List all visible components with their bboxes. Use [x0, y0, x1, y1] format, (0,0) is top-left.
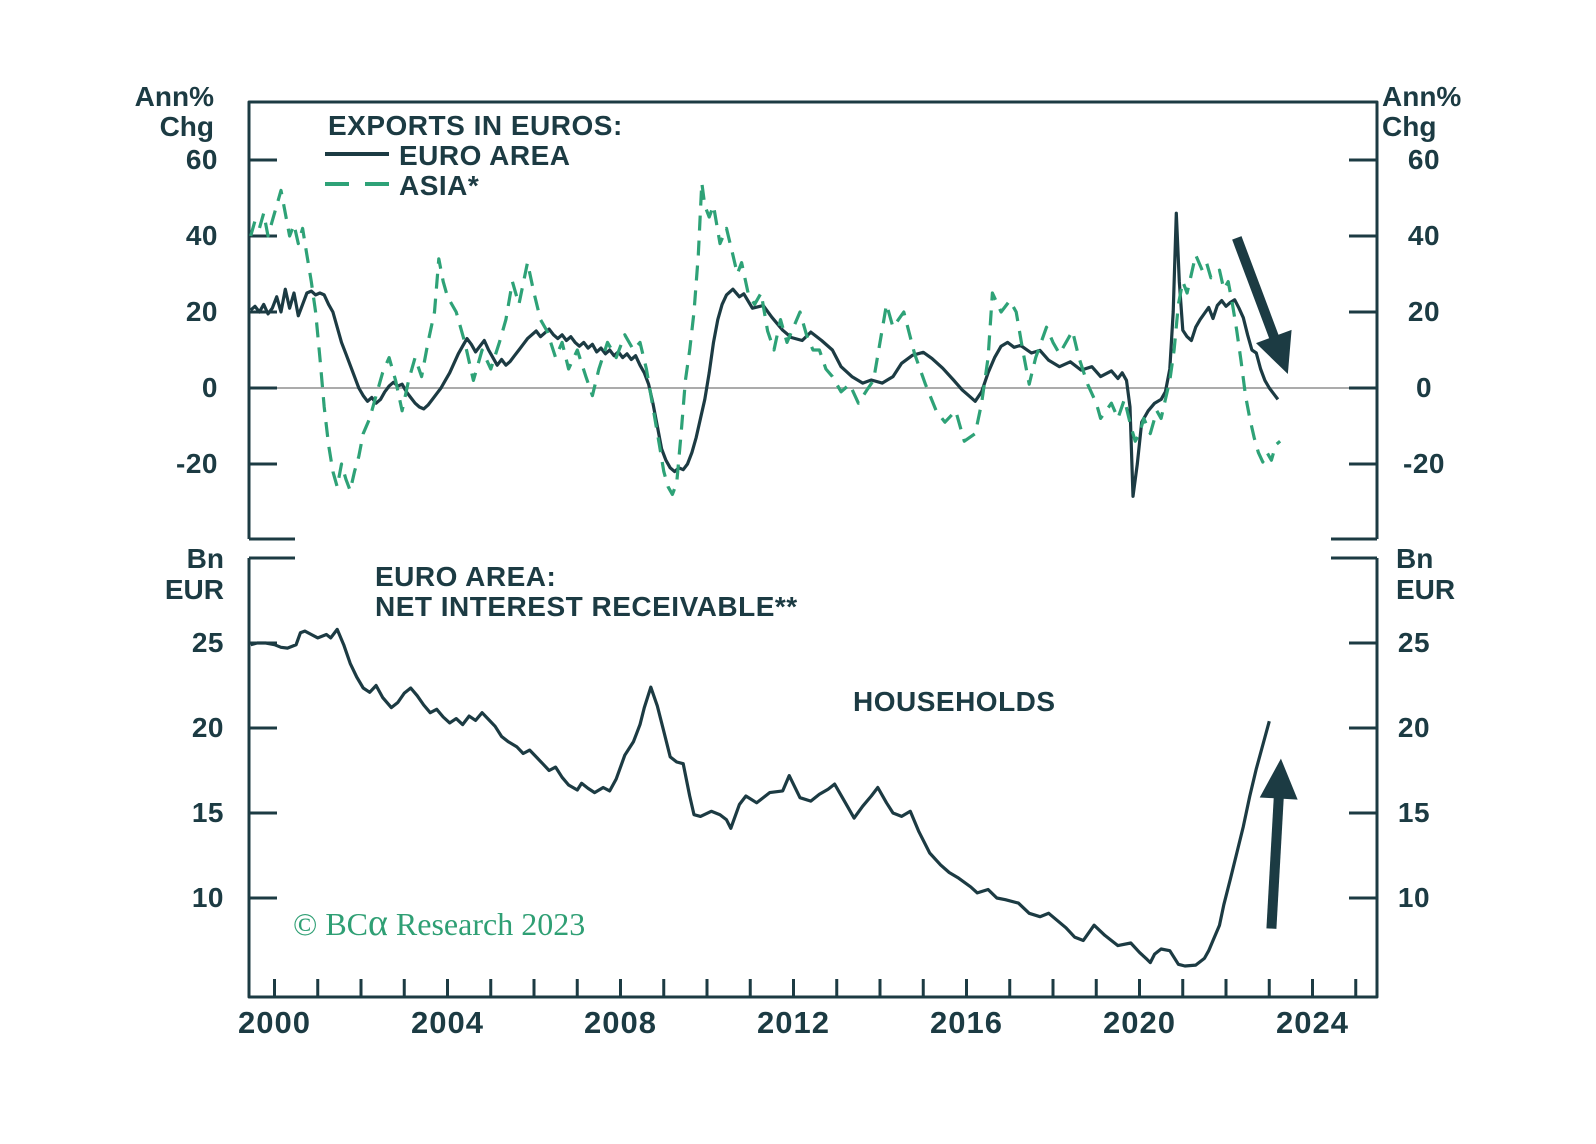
unit-line: Chg — [159, 111, 214, 142]
x-tick-label-2024: 2024 — [1276, 1005, 1349, 1040]
legend-dashed-line-sample — [325, 182, 389, 186]
unit-line: Bn — [186, 543, 224, 574]
unit-line: Ann% — [134, 81, 214, 112]
top-y-tick-label-right--20: -20 — [1403, 448, 1445, 479]
unit-line: EUR — [164, 574, 224, 605]
bottom-y-tick-label-left-25: 25 — [191, 627, 224, 658]
trend-arrow-head-down-right — [1256, 329, 1292, 374]
top-y-tick-label-right-20: 20 — [1407, 296, 1441, 327]
bottom-y-tick-label-right-20: 20 — [1397, 712, 1431, 743]
copyright-notice: © BCα Research 2023 — [293, 902, 586, 944]
bottom-y-tick-label-left-20: 20 — [191, 712, 224, 743]
households-series-label: HOUSEHOLDS — [853, 686, 1056, 717]
x-tick-label-2004: 2004 — [411, 1005, 484, 1040]
x-tick-label-2016: 2016 — [930, 1005, 1003, 1040]
top-y-tick-label-right-0: 0 — [1415, 372, 1433, 403]
bottom-y-tick-label-right-15: 15 — [1397, 797, 1431, 828]
unit-line: EUR — [1396, 574, 1456, 605]
trend-arrow-shaft — [1232, 236, 1281, 344]
series-line-euroarea — [249, 211, 1280, 498]
legend-solid-line-sample — [325, 152, 389, 156]
bottom-y-tick-label-right-10: 10 — [1397, 882, 1431, 913]
series-line-households — [250, 627, 1271, 968]
bottom-axis-unit-left: Bn EUR — [84, 543, 224, 605]
series-line-asia — [249, 181, 1282, 496]
x-tick-label-2020: 2020 — [1103, 1005, 1176, 1040]
bottom-y-tick-label-left-15: 15 — [191, 797, 224, 828]
top-panel-frame — [247, 100, 1379, 539]
bottom-panel-title-line1: EURO AREA: — [375, 561, 557, 592]
bottom-axis-unit-right: Bn EUR — [1396, 543, 1536, 605]
x-tick-label-2008: 2008 — [584, 1005, 657, 1040]
bottom-y-tick-label-left-10: 10 — [191, 882, 224, 913]
unit-line: Chg — [1382, 111, 1437, 142]
top-y-tick-label-left-0: 0 — [201, 372, 218, 403]
top-y-tick-label-left-20: 20 — [185, 296, 218, 327]
top-axis-unit-left: Ann% Chg — [74, 82, 214, 142]
top-axis-unit-right: Ann% Chg — [1382, 82, 1522, 142]
trend-arrow-shaft — [1266, 792, 1285, 929]
top-panel-title: EXPORTS IN EUROS: — [328, 110, 623, 141]
legend-label-asia: ASIA* — [399, 170, 480, 201]
unit-line: Ann% — [1382, 81, 1462, 112]
top-y-tick-label-left-60: 60 — [185, 144, 218, 175]
x-tick-label-2012: 2012 — [757, 1005, 830, 1040]
bottom-panel-frame — [247, 558, 1379, 999]
top-y-tick-label-left--20: -20 — [176, 448, 218, 479]
top-y-tick-label-right-60: 60 — [1407, 144, 1441, 175]
x-tick-label-2000: 2000 — [238, 1005, 311, 1040]
unit-line: Bn — [1396, 543, 1434, 574]
top-y-tick-label-right-40: 40 — [1407, 220, 1441, 251]
trend-arrow-head-up — [1259, 758, 1298, 800]
top-y-tick-label-left-40: 40 — [185, 220, 218, 251]
bottom-panel-title-line2: NET INTEREST RECEIVABLE** — [375, 591, 798, 622]
bottom-y-tick-label-right-25: 25 — [1397, 627, 1431, 658]
legend-label-euro-area: EURO AREA — [399, 140, 571, 171]
